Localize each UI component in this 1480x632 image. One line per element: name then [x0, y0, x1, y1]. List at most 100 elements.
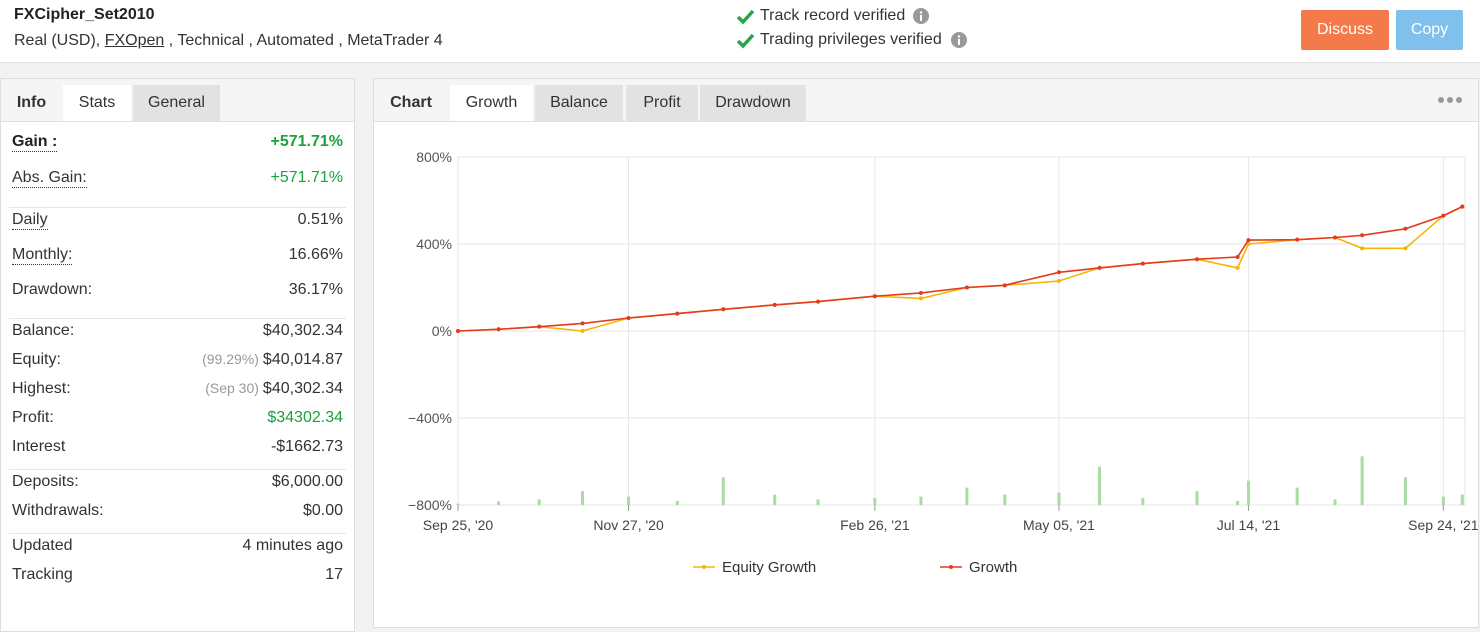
stat-label: Withdrawals: [12, 502, 104, 519]
bar [1441, 496, 1445, 505]
stat-label: Monthly: [12, 246, 73, 265]
stat-label: Profit: [12, 409, 54, 426]
bar [581, 491, 585, 505]
stat-row: Monthly: 16.66% [12, 246, 343, 281]
legend-marker [949, 565, 953, 569]
check [736, 33, 755, 49]
info-icons [913, 8, 967, 48]
stat-value: 16.66% [289, 246, 343, 264]
bar [1098, 466, 1102, 505]
stat-note: (99.29%) [202, 351, 259, 367]
stat-label: Daily [12, 211, 48, 230]
tab-bar: Info Stats General [1, 79, 354, 122]
stat-value-text: $6,000.00 [271, 473, 343, 490]
point [1056, 270, 1061, 275]
stat-row: Balance: $40,302.34 [12, 322, 343, 351]
point [1441, 213, 1446, 218]
bar [919, 496, 923, 505]
tab[interactable]: Profit [626, 85, 698, 121]
x-tick-label: Feb 26, '21 [840, 517, 910, 533]
stat-value: +571.71% [270, 169, 343, 187]
bar [1460, 494, 1464, 505]
stat-value-text: $40,302.34 [262, 380, 343, 397]
discuss-button[interactable]: Discuss [1301, 10, 1389, 50]
stat-value-text: 36.17% [288, 281, 343, 298]
point [872, 294, 877, 299]
point [1333, 235, 1338, 240]
tab[interactable]: Chart [390, 94, 432, 111]
stat-value-text: $34302.34 [267, 409, 343, 426]
stat-value: $6,000.00 [272, 473, 343, 491]
separator [9, 469, 346, 470]
tags: , Technical , Automated , MetaTrader 4 [164, 32, 443, 49]
stat-label: Tracking [12, 566, 73, 583]
stat-value: (Sep 30) $40,302.34 [205, 380, 343, 398]
verified-text: Trading privileges verified [760, 31, 942, 48]
bar [1141, 498, 1145, 505]
point [816, 299, 821, 304]
point [537, 324, 542, 329]
stat-label: Highest: [12, 380, 71, 397]
bar [1403, 477, 1407, 505]
stat-row: Deposits: $6,000.00 [12, 473, 343, 502]
point [1002, 283, 1007, 288]
point [675, 311, 680, 316]
check [736, 9, 755, 25]
point [1140, 261, 1145, 266]
bar [1333, 499, 1337, 505]
point [1097, 265, 1102, 270]
menu-icon[interactable] [1437, 95, 1463, 105]
bar [1195, 491, 1199, 505]
tab[interactable]: Drawdown [700, 85, 806, 121]
stat-value: 36.17% [289, 281, 343, 299]
legend-label: Equity Growth [722, 559, 816, 576]
bar [873, 498, 877, 505]
point [1403, 226, 1408, 231]
point [1360, 246, 1365, 251]
bar [497, 501, 501, 505]
tab[interactable]: Balance [535, 85, 623, 121]
system-title: FXCipher_Set2010 [14, 6, 155, 23]
stat-label: Abs. Gain: [12, 169, 87, 188]
stat-value: 0.51% [298, 211, 343, 229]
point [580, 329, 585, 333]
stat-row: Withdrawals: $0.00 [12, 502, 343, 531]
y-tick-label: 400% [416, 236, 452, 252]
stat-label: Interest [12, 438, 66, 455]
tab[interactable]: General [133, 85, 220, 121]
y-tick-label: 800% [416, 149, 452, 165]
stat-row: Updated 4 minutes ago [12, 537, 343, 566]
stat-row: Highest: (Sep 30) $40,302.34 [12, 380, 343, 409]
stat-value: -$1662.73 [271, 438, 343, 456]
point [580, 321, 585, 326]
stat-row: Equity: (99.29%) $40,014.87 [12, 351, 343, 380]
stat-row: Profit: $34302.34 [12, 409, 343, 438]
stat-value: 17 [325, 566, 343, 584]
stat-label: Updated [12, 537, 73, 554]
stat-row: Interest -$1662.73 [12, 438, 343, 467]
stat-label: Gain : [12, 133, 58, 152]
stat-value-text: 4 minutes ago [242, 537, 343, 554]
header: FXCipher_Set2010 Real (USD), FXOpen , Te… [0, 0, 1480, 63]
point [721, 307, 726, 312]
bar [456, 503, 460, 505]
y-tick-label: −800% [408, 497, 452, 513]
tab[interactable]: Growth [450, 85, 533, 121]
stat-value-text: 16.66% [288, 246, 343, 263]
stat-value-text: 17 [325, 566, 343, 583]
legend-label: Growth [969, 559, 1017, 576]
x-tick-label: Sep 24, '21 [1408, 517, 1478, 533]
copy-button[interactable]: Copy [1396, 10, 1463, 50]
tab[interactable]: Info [16, 94, 47, 111]
stat-value-text: $40,014.87 [262, 351, 343, 368]
point [964, 285, 969, 290]
separator [9, 318, 346, 319]
stat-row: Abs. Gain: +571.71% [12, 169, 343, 205]
broker-link[interactable]: FXOpen [104, 32, 165, 49]
stat-value: (99.29%) $40,014.87 [202, 351, 343, 369]
tab[interactable]: Stats [63, 85, 131, 121]
y-tick-label: −400% [408, 410, 452, 426]
point [626, 315, 631, 320]
stat-label: Drawdown: [12, 281, 93, 298]
